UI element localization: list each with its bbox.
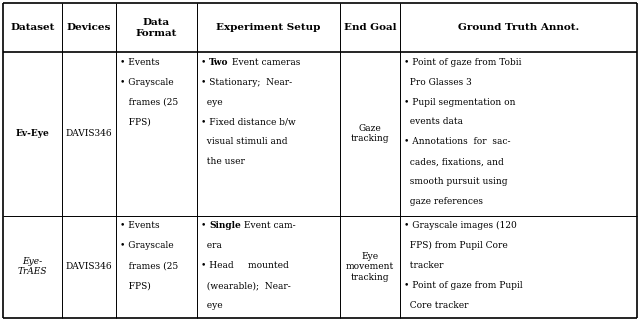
Text: the user: the user bbox=[201, 157, 244, 166]
Text: FPS): FPS) bbox=[120, 117, 150, 126]
Text: eye: eye bbox=[201, 301, 223, 310]
Text: End Goal: End Goal bbox=[344, 23, 396, 32]
Text: • Grayscale: • Grayscale bbox=[120, 241, 173, 250]
Text: Ev-Eye: Ev-Eye bbox=[16, 129, 49, 138]
Text: Gaze
tracking: Gaze tracking bbox=[351, 124, 389, 143]
Text: Data
Format: Data Format bbox=[136, 18, 177, 38]
Text: FPS): FPS) bbox=[120, 281, 150, 290]
Text: cades, fixations, and: cades, fixations, and bbox=[404, 157, 504, 166]
Text: Eye
movement
tracking: Eye movement tracking bbox=[346, 252, 394, 282]
Text: • Events: • Events bbox=[120, 58, 159, 67]
Text: • Pupil segmentation on: • Pupil segmentation on bbox=[404, 98, 515, 107]
Text: Pro Glasses 3: Pro Glasses 3 bbox=[404, 78, 472, 87]
Text: DAVIS346: DAVIS346 bbox=[66, 262, 113, 271]
Text: events data: events data bbox=[404, 117, 463, 126]
Text: DAVIS346: DAVIS346 bbox=[66, 129, 113, 138]
Text: (wearable);  Near-: (wearable); Near- bbox=[201, 281, 291, 290]
Text: • Events: • Events bbox=[120, 221, 159, 230]
Text: frames (25: frames (25 bbox=[120, 261, 178, 270]
Text: Experiment Setup: Experiment Setup bbox=[216, 23, 321, 32]
Text: smooth pursuit using: smooth pursuit using bbox=[404, 177, 507, 186]
Text: tracker: tracker bbox=[404, 261, 443, 270]
Text: • Stationary;  Near-: • Stationary; Near- bbox=[201, 78, 292, 87]
Text: • Annotations  for  sac-: • Annotations for sac- bbox=[404, 137, 510, 146]
Text: • Point of gaze from Pupil: • Point of gaze from Pupil bbox=[404, 281, 522, 290]
Text: Event cam-: Event cam- bbox=[241, 221, 296, 230]
Text: Ground Truth Annot.: Ground Truth Annot. bbox=[458, 23, 579, 32]
Text: Dataset: Dataset bbox=[10, 23, 55, 32]
Text: frames (25: frames (25 bbox=[120, 98, 178, 107]
Text: visual stimuli and: visual stimuli and bbox=[201, 137, 287, 146]
Text: Event cameras: Event cameras bbox=[228, 58, 300, 67]
Text: Single: Single bbox=[209, 221, 241, 230]
Text: Eye-
TrAES: Eye- TrAES bbox=[18, 257, 47, 276]
Text: •: • bbox=[201, 221, 209, 230]
Text: •: • bbox=[201, 58, 209, 67]
Text: Two: Two bbox=[209, 58, 228, 67]
Text: FPS) from Pupil Core: FPS) from Pupil Core bbox=[404, 241, 508, 250]
Text: • Grayscale images (120: • Grayscale images (120 bbox=[404, 221, 516, 230]
Text: • Fixed distance b/w: • Fixed distance b/w bbox=[201, 117, 296, 126]
Text: Core tracker: Core tracker bbox=[404, 301, 468, 310]
Text: • Point of gaze from Tobii: • Point of gaze from Tobii bbox=[404, 58, 521, 67]
Text: • Grayscale: • Grayscale bbox=[120, 78, 173, 87]
Text: gaze references: gaze references bbox=[404, 197, 483, 206]
Text: • Head     mounted: • Head mounted bbox=[201, 261, 289, 270]
Text: eye: eye bbox=[201, 98, 223, 107]
Text: era: era bbox=[201, 241, 222, 250]
Text: Devices: Devices bbox=[67, 23, 111, 32]
